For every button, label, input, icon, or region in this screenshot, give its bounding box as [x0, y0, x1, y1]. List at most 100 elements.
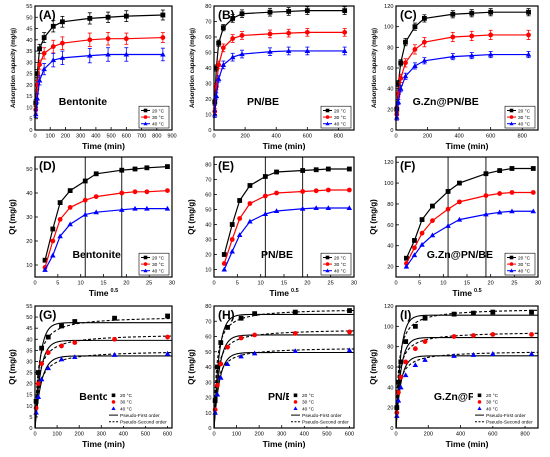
x-tick-label: 20 — [304, 281, 310, 287]
x-axis-label-exponent: 0.5 — [111, 288, 119, 294]
legend-entry: 40 °C — [120, 406, 133, 412]
data-point — [221, 266, 228, 272]
data-point — [528, 351, 535, 356]
data-point — [451, 334, 457, 339]
y-tick-label: 80 — [205, 163, 211, 169]
data-point — [483, 193, 489, 199]
data-point — [220, 45, 226, 51]
data-point — [60, 40, 65, 46]
legend-marker — [509, 268, 514, 273]
plot-frame — [395, 156, 539, 278]
data-point — [112, 336, 117, 342]
data-point — [218, 374, 224, 380]
data-point — [72, 354, 78, 360]
data-point — [230, 16, 236, 21]
legend-entry: 20 °C — [334, 255, 347, 261]
y-tick-label: 20 — [205, 253, 211, 259]
y-tick-label: 60 — [205, 193, 211, 199]
data-point — [419, 230, 425, 236]
panel-label: (I) — [400, 308, 411, 322]
x-tick-label: 200 — [423, 134, 432, 140]
legend-entry: 30 °C — [120, 400, 133, 406]
data-point — [403, 60, 408, 66]
plot-frame — [395, 5, 539, 131]
y-tick-label: 40 — [387, 87, 393, 93]
y-tick-label: 5 — [29, 117, 32, 123]
x-tick-label: 20 — [123, 281, 129, 287]
data-point — [39, 345, 45, 351]
legend-marker — [111, 400, 116, 404]
pseudo-second-order-fit — [396, 309, 538, 428]
legend-entry: 20 °C — [518, 108, 531, 114]
y-tick-label: 20 — [387, 406, 393, 412]
data-point — [342, 8, 348, 14]
data-point — [213, 65, 219, 71]
data-point — [41, 50, 47, 56]
x-tick-label: 0 — [394, 134, 397, 140]
y-tick-label: 80 — [387, 45, 393, 51]
x-tick-label: 10 — [258, 281, 264, 287]
x-tick-label: 15 — [464, 281, 470, 287]
legend-marker — [509, 115, 514, 119]
data-point — [60, 19, 65, 25]
data-point — [37, 46, 42, 52]
legend-marker — [143, 108, 148, 113]
legend-entry: 30 °C — [152, 262, 165, 268]
data-point — [396, 390, 401, 395]
sample-label: G.Zn@PN/BE — [413, 96, 479, 108]
data-point — [87, 16, 93, 21]
data-point — [144, 205, 150, 211]
y-tick-label: 120 — [384, 4, 393, 10]
data-point — [429, 232, 436, 238]
y-tick-label: 0 — [208, 128, 211, 134]
x-tick-label: 700 — [137, 134, 146, 140]
y-tick-label: 25 — [26, 72, 32, 78]
data-point — [403, 359, 409, 365]
panel-b: 0 200 400 600 800 0 10 20 30 40 50 60 70 80 (B) PN/BE Ti… — [189, 4, 355, 151]
data-point — [509, 166, 515, 171]
y-axis-label: Adsorption capacity (mg/g) — [189, 28, 196, 108]
x-axis-label: Time (min) — [446, 439, 489, 449]
pseudo-second-order-fit — [396, 332, 538, 428]
y-tick-label: 55 — [26, 304, 32, 310]
data-point — [238, 315, 244, 321]
panel-label: (E) — [218, 159, 234, 173]
data-point — [247, 218, 253, 224]
y-tick-label: 40 — [205, 365, 211, 371]
data-point — [57, 217, 63, 222]
data-point — [132, 189, 138, 195]
data-point — [402, 372, 409, 378]
x-tick-label: 500 — [141, 432, 150, 438]
data-point — [490, 351, 496, 356]
data-point — [402, 73, 409, 79]
x-tick-label: 200 — [254, 432, 263, 438]
y-tick-label: 40 — [26, 337, 32, 343]
y-tick-label: 25 — [26, 371, 32, 377]
data-point — [58, 356, 65, 362]
panel-label: (C) — [400, 8, 417, 22]
data-point — [346, 347, 353, 353]
y-tick-label: 10 — [26, 263, 32, 269]
x-axis-label-exponent: 0.5 — [291, 288, 299, 294]
data-point — [483, 211, 489, 217]
series-line — [405, 167, 534, 259]
data-point — [132, 205, 138, 211]
data-point — [403, 263, 410, 269]
data-point — [57, 200, 63, 205]
data-point — [247, 183, 253, 188]
data-point — [45, 334, 51, 340]
legend-entry: 40 °C — [152, 122, 165, 128]
data-point — [220, 62, 227, 67]
x-tick-label: 0 — [212, 134, 215, 140]
data-point — [412, 24, 418, 30]
legend-entry: 30 °C — [518, 262, 531, 268]
y-tick-label: 70 — [205, 20, 211, 26]
data-point — [119, 190, 125, 196]
pseudo-first-order-fit — [396, 336, 538, 428]
y-tick-label: 40 — [26, 191, 32, 197]
data-point — [33, 111, 39, 117]
x-axis-label: Time (min) — [263, 141, 306, 151]
pseudo-second-order-fit — [214, 330, 354, 428]
